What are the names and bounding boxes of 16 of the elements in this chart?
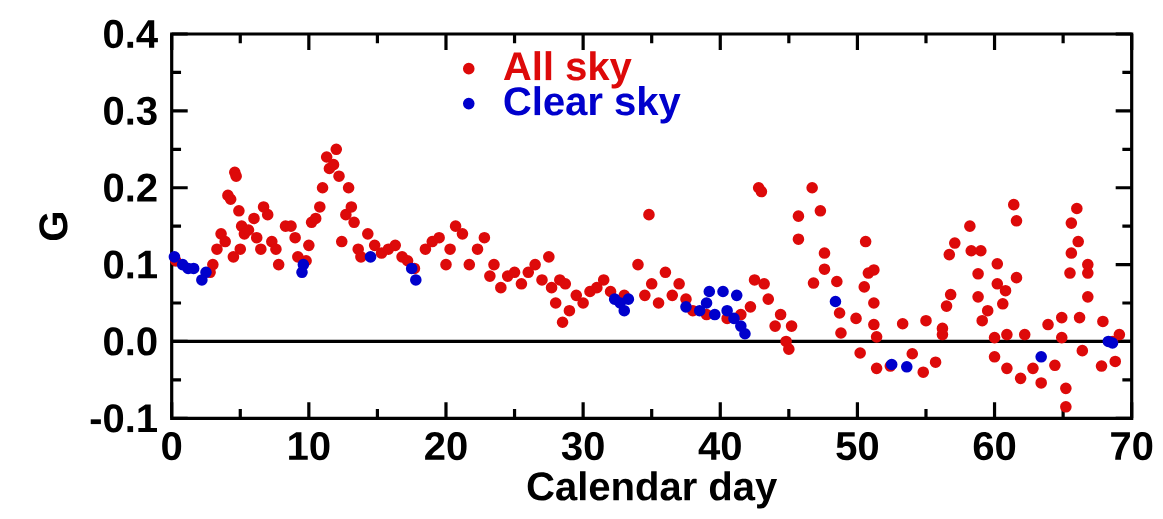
- y-tick-label: 0.0: [104, 327, 157, 356]
- y-tick-label: -0.1: [90, 404, 157, 433]
- x-tick-label: 30: [561, 431, 604, 461]
- y-tick-label: 0.4: [104, 19, 158, 49]
- y-tick-label: 0.3: [104, 96, 157, 126]
- y-axis-title: G: [39, 213, 68, 241]
- x-tick-label: 70: [1111, 431, 1153, 461]
- x-tick-label: 40: [698, 431, 741, 461]
- x-axis-title: Calendar day: [527, 471, 778, 509]
- x-tick-label: 60: [973, 431, 1016, 461]
- x-tick-label: 20: [425, 431, 467, 461]
- x-tick-label: 10: [289, 431, 330, 461]
- x-tick-label: 50: [836, 431, 878, 461]
- y-tick-label: 0.1: [104, 250, 157, 279]
- y-tick-label: 0.2: [104, 173, 157, 202]
- x-tick-label: 0: [162, 431, 182, 461]
